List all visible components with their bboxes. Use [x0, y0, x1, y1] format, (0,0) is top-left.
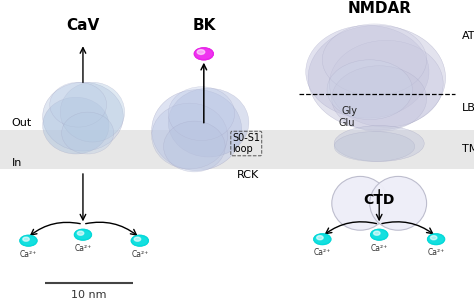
Text: Gly: Gly	[341, 106, 357, 116]
Text: CTD: CTD	[364, 193, 395, 207]
Ellipse shape	[168, 87, 235, 141]
Ellipse shape	[43, 97, 109, 154]
Circle shape	[314, 234, 331, 245]
Text: Out: Out	[12, 118, 32, 128]
Ellipse shape	[308, 25, 446, 130]
Circle shape	[317, 236, 323, 240]
Bar	[0, 130, 474, 169]
Ellipse shape	[43, 82, 123, 151]
Text: Ca²⁺: Ca²⁺	[131, 250, 148, 259]
Text: ATD: ATD	[462, 31, 474, 41]
Ellipse shape	[60, 82, 125, 142]
Circle shape	[134, 237, 141, 241]
Ellipse shape	[322, 24, 427, 96]
Circle shape	[20, 235, 37, 246]
Text: CaV: CaV	[66, 18, 100, 33]
Circle shape	[74, 229, 91, 240]
Text: Ca²⁺: Ca²⁺	[371, 244, 388, 253]
Text: Glu: Glu	[339, 118, 356, 128]
Circle shape	[194, 48, 213, 60]
Circle shape	[430, 236, 437, 240]
Ellipse shape	[152, 90, 242, 170]
Ellipse shape	[168, 88, 249, 157]
Circle shape	[371, 229, 388, 240]
Text: 10 nm: 10 nm	[71, 290, 107, 299]
Ellipse shape	[164, 121, 225, 172]
Ellipse shape	[50, 82, 107, 127]
Ellipse shape	[152, 103, 228, 169]
Circle shape	[197, 50, 205, 54]
Circle shape	[428, 234, 445, 245]
Text: Ca²⁺: Ca²⁺	[428, 248, 445, 257]
Circle shape	[131, 235, 148, 246]
Ellipse shape	[327, 60, 412, 120]
Text: TMD: TMD	[462, 144, 474, 155]
Ellipse shape	[332, 66, 427, 132]
Text: RCK: RCK	[237, 170, 259, 180]
Ellipse shape	[370, 176, 427, 230]
Text: S0-S1
loop: S0-S1 loop	[232, 133, 260, 154]
Ellipse shape	[334, 126, 424, 161]
Circle shape	[77, 231, 84, 235]
Text: BK: BK	[192, 18, 216, 33]
Ellipse shape	[334, 132, 415, 161]
Text: LBD: LBD	[462, 103, 474, 113]
Circle shape	[374, 231, 380, 235]
Ellipse shape	[306, 25, 429, 118]
Text: In: In	[12, 158, 22, 168]
Text: Ca²⁺: Ca²⁺	[74, 244, 91, 253]
Circle shape	[23, 237, 29, 241]
Text: Ca²⁺: Ca²⁺	[20, 250, 37, 259]
Ellipse shape	[329, 40, 443, 127]
Ellipse shape	[332, 176, 389, 230]
Ellipse shape	[62, 112, 114, 154]
Text: Ca²⁺: Ca²⁺	[314, 248, 331, 257]
Text: NMDAR: NMDAR	[347, 1, 411, 16]
